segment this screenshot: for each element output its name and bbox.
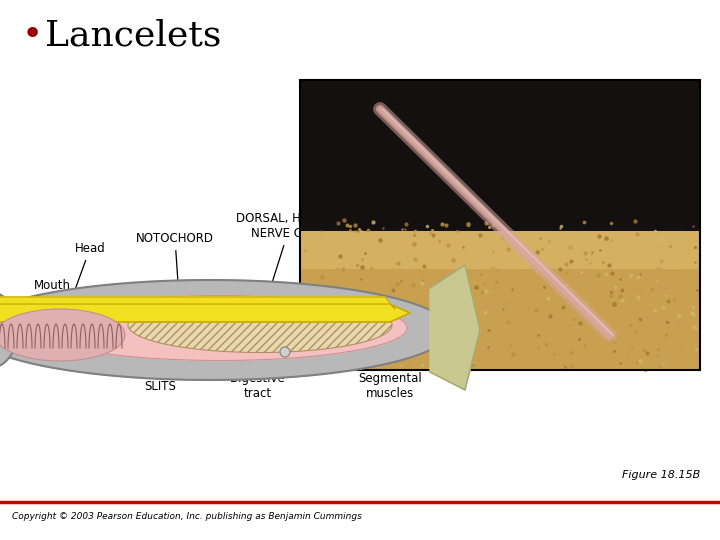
Ellipse shape	[128, 298, 392, 353]
Bar	[300, 231, 700, 268]
Text: Mouth: Mouth	[34, 279, 71, 326]
Text: NOTOCHORD: NOTOCHORD	[136, 232, 214, 308]
Polygon shape	[0, 304, 410, 322]
Text: Water
exit: Water exit	[334, 280, 369, 346]
Bar	[300, 231, 700, 370]
Text: Digestive
tract: Digestive tract	[230, 352, 286, 400]
Text: POST-ANAL
TAIL: POST-ANAL TAIL	[482, 287, 565, 333]
Ellipse shape	[0, 309, 125, 361]
Text: Pharynx: Pharynx	[94, 310, 142, 341]
Text: Copyright © 2003 Pearson Education, Inc. publishing as Benjamin Cummings: Copyright © 2003 Pearson Education, Inc.…	[12, 512, 362, 521]
Text: Lancelets: Lancelets	[45, 18, 221, 52]
Text: Head: Head	[73, 242, 105, 294]
Polygon shape	[0, 297, 395, 309]
Text: •: •	[22, 18, 43, 52]
Circle shape	[280, 347, 290, 357]
Text: Figure 18.15B: Figure 18.15B	[622, 470, 700, 480]
Polygon shape	[0, 280, 450, 380]
Polygon shape	[430, 265, 480, 390]
Text: Anus: Anus	[418, 295, 446, 340]
Bar	[300, 80, 700, 370]
Polygon shape	[0, 292, 18, 368]
Text: Segmental
muscles: Segmental muscles	[358, 352, 422, 400]
Text: PHARYNGEAL
SLITS: PHARYNGEAL SLITS	[121, 348, 199, 393]
Polygon shape	[33, 295, 408, 361]
Text: DORSAL, HOLLOW
NERVE CORD: DORSAL, HOLLOW NERVE CORD	[236, 212, 344, 301]
Bar	[300, 80, 700, 240]
